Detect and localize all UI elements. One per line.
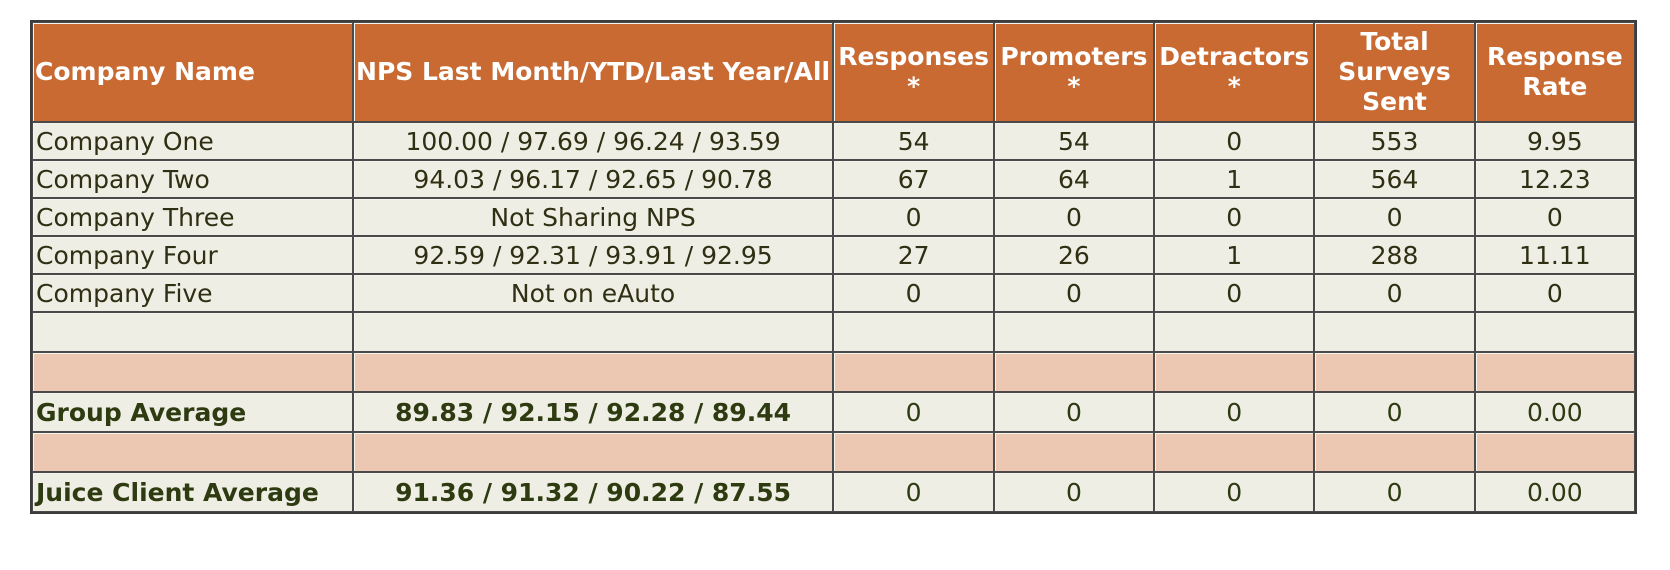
client-average-responses: 0 bbox=[833, 472, 994, 512]
promoters-cell: 54 bbox=[993, 122, 1155, 160]
surveys-cell: 0 bbox=[1314, 198, 1475, 236]
group-average-row: Group Average 89.83 / 92.15 / 92.28 / 89… bbox=[32, 392, 1635, 432]
client-average-rate: 0.00 bbox=[1474, 472, 1635, 512]
client-average-detractors: 0 bbox=[1154, 472, 1315, 512]
separator-cell bbox=[352, 432, 834, 472]
header-promoters[interactable]: Promoters * bbox=[993, 22, 1155, 122]
header-response-rate[interactable]: Response Rate bbox=[1474, 22, 1635, 122]
separator-cell bbox=[993, 432, 1155, 472]
responses-cell: 67 bbox=[833, 160, 994, 198]
promoters-cell: 26 bbox=[993, 236, 1155, 274]
nps-cell: 100.00 / 97.69 / 96.24 / 93.59 bbox=[352, 122, 834, 160]
empty-cell bbox=[1314, 312, 1475, 352]
table-row: Company One 100.00 / 97.69 / 96.24 / 93.… bbox=[32, 122, 1635, 160]
rate-cell: 12.23 bbox=[1474, 160, 1635, 198]
group-average-label: Group Average bbox=[32, 392, 353, 432]
company-name-cell: Company Two bbox=[32, 160, 353, 198]
header-row: Company Name NPS Last Month/YTD/Last Yea… bbox=[32, 22, 1635, 122]
client-average-surveys: 0 bbox=[1314, 472, 1475, 512]
responses-cell: 0 bbox=[833, 198, 994, 236]
nps-table: Company Name NPS Last Month/YTD/Last Yea… bbox=[30, 20, 1637, 514]
client-average-label: Juice Client Average bbox=[32, 472, 353, 512]
separator-cell bbox=[833, 432, 994, 472]
empty-cell bbox=[1154, 312, 1315, 352]
group-average-nps: 89.83 / 92.15 / 92.28 / 89.44 bbox=[352, 392, 834, 432]
separator-cell bbox=[993, 352, 1155, 392]
company-name-cell: Company One bbox=[32, 122, 353, 160]
responses-cell: 0 bbox=[833, 274, 994, 312]
detractors-cell: 0 bbox=[1154, 122, 1315, 160]
group-average-detractors: 0 bbox=[1154, 392, 1315, 432]
blank-row bbox=[32, 312, 1635, 352]
nps-table-container: Company Name NPS Last Month/YTD/Last Yea… bbox=[30, 20, 1637, 514]
detractors-cell: 1 bbox=[1154, 236, 1315, 274]
separator-cell bbox=[1314, 432, 1475, 472]
table-row: Company Five Not on eAuto 0 0 0 0 0 bbox=[32, 274, 1635, 312]
empty-cell bbox=[32, 312, 353, 352]
separator-cell bbox=[833, 352, 994, 392]
header-company-name[interactable]: Company Name bbox=[32, 22, 353, 122]
rate-cell: 0 bbox=[1474, 274, 1635, 312]
group-average-rate: 0.00 bbox=[1474, 392, 1635, 432]
detractors-cell: 0 bbox=[1154, 198, 1315, 236]
surveys-cell: 553 bbox=[1314, 122, 1475, 160]
separator-cell bbox=[1474, 432, 1635, 472]
company-name-cell: Company Three bbox=[32, 198, 353, 236]
company-name-cell: Company Five bbox=[32, 274, 353, 312]
separator-cell bbox=[1154, 432, 1315, 472]
surveys-cell: 0 bbox=[1314, 274, 1475, 312]
separator-cell bbox=[1154, 352, 1315, 392]
company-name-cell: Company Four bbox=[32, 236, 353, 274]
separator-cell bbox=[352, 352, 834, 392]
separator-cell bbox=[1474, 352, 1635, 392]
responses-cell: 54 bbox=[833, 122, 994, 160]
separator-cell bbox=[32, 432, 353, 472]
rate-cell: 0 bbox=[1474, 198, 1635, 236]
surveys-cell: 288 bbox=[1314, 236, 1475, 274]
header-total-surveys-sent[interactable]: Total Surveys Sent bbox=[1314, 22, 1475, 122]
separator-cell bbox=[1314, 352, 1475, 392]
client-average-promoters: 0 bbox=[993, 472, 1155, 512]
empty-cell bbox=[1474, 312, 1635, 352]
promoters-cell: 0 bbox=[993, 274, 1155, 312]
client-average-nps: 91.36 / 91.32 / 90.22 / 87.55 bbox=[352, 472, 834, 512]
group-average-responses: 0 bbox=[833, 392, 994, 432]
surveys-cell: 564 bbox=[1314, 160, 1475, 198]
separator-cell bbox=[32, 352, 353, 392]
group-average-promoters: 0 bbox=[993, 392, 1155, 432]
table-row: Company Four 92.59 / 92.31 / 93.91 / 92.… bbox=[32, 236, 1635, 274]
promoters-cell: 0 bbox=[993, 198, 1155, 236]
empty-cell bbox=[833, 312, 994, 352]
detractors-cell: 1 bbox=[1154, 160, 1315, 198]
empty-cell bbox=[352, 312, 834, 352]
group-average-surveys: 0 bbox=[1314, 392, 1475, 432]
table-row: Company Three Not Sharing NPS 0 0 0 0 0 bbox=[32, 198, 1635, 236]
empty-cell bbox=[993, 312, 1155, 352]
nps-cell: 92.59 / 92.31 / 93.91 / 92.95 bbox=[352, 236, 834, 274]
separator-row bbox=[32, 352, 1635, 392]
detractors-cell: 0 bbox=[1154, 274, 1315, 312]
promoters-cell: 64 bbox=[993, 160, 1155, 198]
responses-cell: 27 bbox=[833, 236, 994, 274]
nps-cell: Not on eAuto bbox=[352, 274, 834, 312]
rate-cell: 9.95 bbox=[1474, 122, 1635, 160]
rate-cell: 11.11 bbox=[1474, 236, 1635, 274]
header-responses[interactable]: Responses * bbox=[833, 22, 994, 122]
nps-cell: Not Sharing NPS bbox=[352, 198, 834, 236]
header-nps[interactable]: NPS Last Month/YTD/Last Year/All bbox=[352, 22, 834, 122]
header-detractors[interactable]: Detractors * bbox=[1154, 22, 1315, 122]
client-average-row: Juice Client Average 91.36 / 91.32 / 90.… bbox=[32, 472, 1635, 512]
nps-cell: 94.03 / 96.17 / 92.65 / 90.78 bbox=[352, 160, 834, 198]
table-row: Company Two 94.03 / 96.17 / 92.65 / 90.7… bbox=[32, 160, 1635, 198]
separator-row bbox=[32, 432, 1635, 472]
